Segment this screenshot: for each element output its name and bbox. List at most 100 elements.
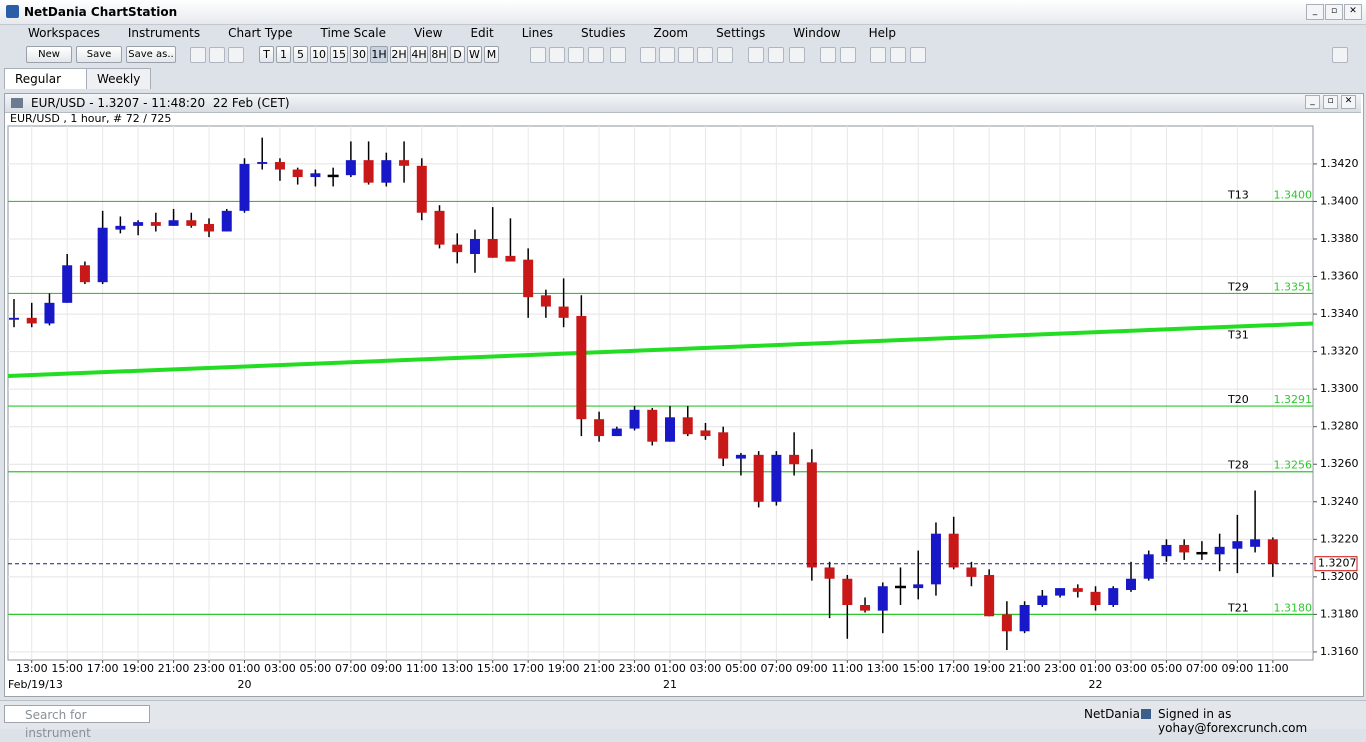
tool-icon[interactable]	[870, 47, 886, 63]
tab[interactable]: Regular	[4, 68, 89, 89]
candle-body	[133, 222, 144, 226]
menu-item[interactable]: Help	[868, 26, 896, 40]
time-button[interactable]: D	[450, 46, 465, 63]
tab[interactable]: Weekly	[86, 68, 152, 89]
plot-area	[7, 125, 1314, 661]
tool-icon[interactable]	[549, 47, 565, 63]
signed-in: Signed in as yohay@forexcrunch.com	[1158, 707, 1308, 735]
time-button[interactable]: 4H	[410, 46, 428, 63]
chart-close[interactable]: ✕	[1341, 95, 1356, 109]
tool-icon[interactable]	[840, 47, 856, 63]
candle-body	[434, 210, 445, 245]
candle-body	[771, 454, 782, 502]
tool-icon[interactable]	[697, 47, 713, 63]
candle-body	[665, 417, 676, 442]
trend-line-name: T31	[1227, 328, 1249, 341]
menu-item[interactable]: Window	[793, 26, 841, 40]
file-button[interactable]: Save as..	[126, 46, 176, 63]
candle-body	[1055, 588, 1066, 596]
menu-item[interactable]: Settings	[716, 26, 766, 40]
tool-icon[interactable]	[530, 47, 546, 63]
y-tick-label: 1.3260	[1320, 457, 1359, 470]
file-button[interactable]: New	[26, 46, 72, 63]
menu-item[interactable]: Lines	[521, 26, 553, 40]
tool-icon[interactable]	[717, 47, 733, 63]
tool-icon[interactable]	[568, 47, 584, 63]
menu-item[interactable]: Workspaces	[28, 26, 100, 40]
menu-item[interactable]: View	[413, 26, 443, 40]
y-tick-label: 1.3400	[1320, 194, 1359, 207]
menu-item[interactable]: Time Scale	[320, 26, 386, 40]
last-price-box	[1314, 556, 1358, 572]
toolbar-toggle[interactable]	[1332, 47, 1348, 63]
time-button[interactable]: 1H	[370, 46, 388, 63]
tool-icon[interactable]	[588, 47, 604, 63]
candle-body	[966, 567, 977, 577]
x-tick-label: 15:00	[51, 662, 83, 675]
candle-body	[1108, 588, 1119, 606]
tool-icon[interactable]	[748, 47, 764, 63]
candle-body	[381, 160, 392, 183]
candle-body	[399, 160, 410, 166]
tool-icon[interactable]	[820, 47, 836, 63]
time-button[interactable]: 8H	[430, 46, 448, 63]
time-button[interactable]: W	[467, 46, 482, 63]
tool-icon[interactable]	[768, 47, 784, 63]
tool-icon[interactable]	[610, 47, 626, 63]
candle-body	[984, 574, 995, 617]
candle-body	[115, 225, 126, 230]
chart-window-header: EUR/USD - 1.3207 - 11:48:20 22 Feb (CET)…	[5, 94, 1361, 113]
close-button[interactable]: ✕	[1344, 4, 1362, 20]
y-tick-label: 1.3420	[1320, 157, 1359, 170]
chart-type-icon[interactable]	[209, 47, 225, 63]
time-button[interactable]: 2H	[390, 46, 408, 63]
level-name: T13	[1227, 188, 1249, 201]
chart-type-icon[interactable]	[228, 47, 244, 63]
y-tick-label: 1.3220	[1320, 532, 1359, 545]
y-tick-label: 1.3240	[1320, 495, 1359, 508]
candle-body	[1196, 551, 1208, 555]
chart-minimize[interactable]: _	[1305, 95, 1320, 109]
menu-item[interactable]: Instruments	[127, 26, 201, 40]
chart-type-icon[interactable]	[190, 47, 206, 63]
tool-icon[interactable]	[659, 47, 675, 63]
x-tick-label: 05:00	[725, 662, 757, 675]
candle-body	[1037, 595, 1048, 606]
time-button[interactable]: 15	[330, 46, 348, 63]
time-button[interactable]: 5	[293, 46, 308, 63]
time-button[interactable]: T	[259, 46, 274, 63]
candle-body	[789, 454, 800, 465]
maximize-button[interactable]: ▫	[1325, 4, 1343, 20]
chart-restore[interactable]: ▫	[1323, 95, 1338, 109]
x-date-label: 20	[237, 678, 251, 691]
time-button[interactable]: M	[484, 46, 499, 63]
time-button[interactable]: 10	[310, 46, 328, 63]
file-button[interactable]: Save	[76, 46, 122, 63]
y-tick-label: 1.3340	[1320, 307, 1359, 320]
x-tick-label: 17:00	[512, 662, 544, 675]
tool-icon[interactable]	[910, 47, 926, 63]
minimize-button[interactable]: _	[1306, 4, 1324, 20]
x-tick-label: 07:00	[335, 662, 367, 675]
time-button[interactable]: 1	[276, 46, 291, 63]
x-tick-label: 03:00	[690, 662, 722, 675]
menu-item[interactable]: Zoom	[653, 26, 689, 40]
candle-body	[416, 165, 427, 213]
candle-body	[257, 162, 268, 164]
y-tick-label: 1.3320	[1320, 345, 1359, 358]
tool-icon[interactable]	[789, 47, 805, 63]
time-button[interactable]: 30	[350, 46, 368, 63]
candle-body	[26, 317, 37, 324]
menu-item[interactable]: Edit	[470, 26, 494, 40]
candle-body	[718, 432, 729, 459]
menu-item[interactable]: Studies	[580, 26, 626, 40]
level-name: T20	[1227, 393, 1249, 406]
candle-body	[629, 409, 640, 429]
tool-icon[interactable]	[678, 47, 694, 63]
x-tick-label: 01:00	[1080, 662, 1112, 675]
x-tick-label: 23:00	[619, 662, 651, 675]
tool-icon[interactable]	[890, 47, 906, 63]
menu-item[interactable]: Chart Type	[228, 26, 293, 40]
search-input[interactable]: Search for instrument	[4, 705, 150, 740]
tool-icon[interactable]	[640, 47, 656, 63]
